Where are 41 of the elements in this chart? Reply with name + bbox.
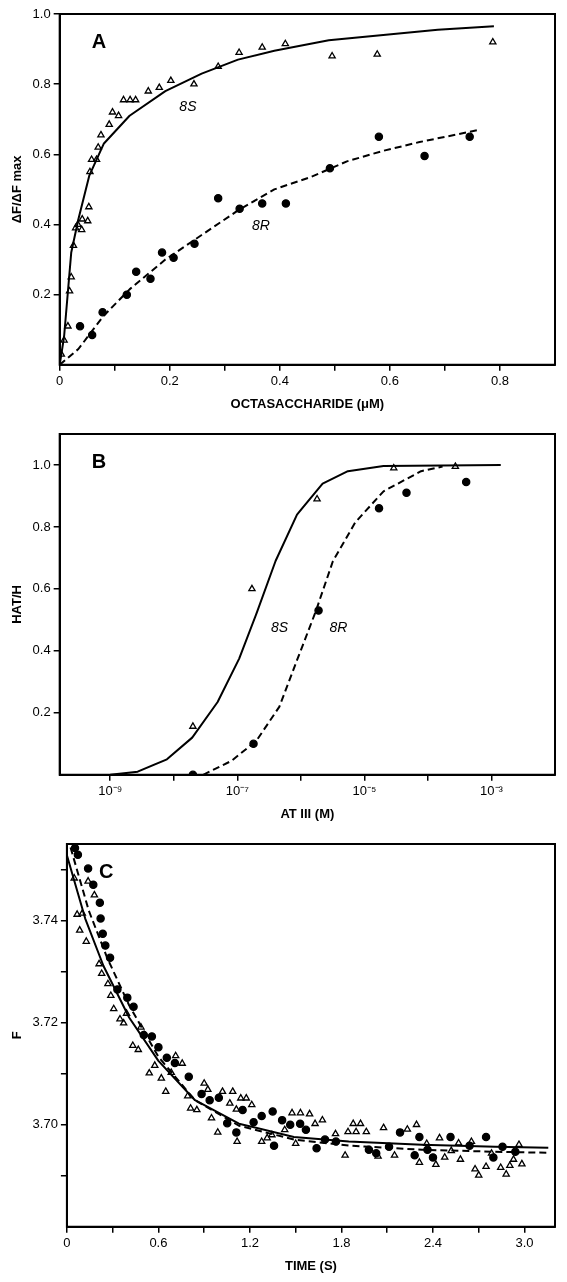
x-axis-title: AT III (M)	[280, 805, 335, 821]
y-axis-title: HAT/H	[9, 585, 25, 624]
y-axis-title: F	[9, 1031, 25, 1040]
x-tick-label: 0.6	[149, 1235, 168, 1251]
x-tick-label: 10⁻⁹	[98, 783, 123, 799]
x-tick-label: 0	[63, 1235, 71, 1251]
x-tick-label: 0.4	[270, 373, 289, 389]
series-label: 8R	[251, 217, 270, 234]
y-tick-label: 0.6	[32, 145, 51, 161]
x-tick-label: 0.6	[380, 373, 399, 389]
x-tick-label: 1.2	[240, 1235, 259, 1251]
annotation: A	[91, 29, 107, 52]
annotation: C	[98, 859, 114, 882]
series-label: 8R	[329, 619, 348, 636]
x-tick-label: 0	[56, 373, 64, 389]
y-tick-label: 0.2	[32, 286, 51, 302]
y-tick-label: 3.70	[32, 1116, 58, 1132]
annotation: B	[91, 449, 107, 472]
x-axis-title: TIME (S)	[284, 1257, 337, 1273]
x-tick-label: 10⁻³	[480, 783, 504, 799]
y-tick-label: 1.0	[32, 5, 51, 21]
y-tick-label: 3.74	[32, 912, 58, 928]
x-axis-title: OCTASACCHARIDE (μM)	[230, 395, 385, 411]
series-label: 8S	[179, 98, 198, 115]
y-tick-label: 0.2	[32, 704, 51, 720]
x-tick-label: 3.0	[515, 1235, 534, 1251]
y-tick-label: 0.8	[32, 518, 51, 534]
y-axis-title: ΔF/ΔF max	[9, 154, 25, 224]
y-tick-label: 3.72	[32, 1014, 58, 1030]
x-tick-label: 0.8	[490, 373, 509, 389]
x-tick-label: 0.2	[160, 373, 179, 389]
y-tick-label: 0.4	[32, 216, 51, 232]
x-tick-label: 1.8	[332, 1235, 351, 1251]
series-label: 8S	[270, 619, 289, 636]
x-tick-label: 2.4	[423, 1235, 443, 1251]
y-tick-label: 0.4	[32, 642, 51, 658]
x-tick-label: 10⁻⁷	[225, 783, 250, 799]
y-tick-label: 1.0	[32, 456, 51, 472]
x-tick-label: 10⁻⁵	[352, 783, 377, 799]
y-tick-label: 0.6	[32, 580, 51, 596]
y-tick-label: 0.8	[32, 75, 51, 91]
